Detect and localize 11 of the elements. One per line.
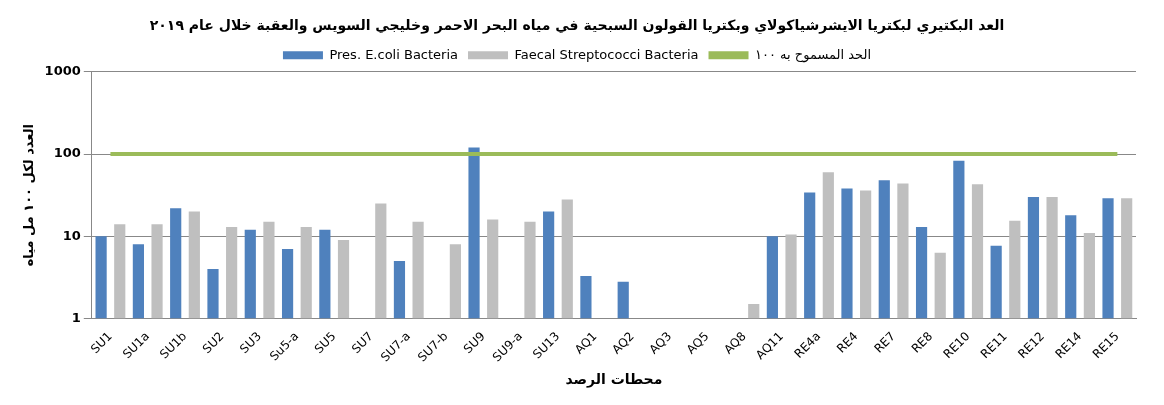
y-tick-label: 1 [71, 309, 81, 325]
x-axis-title: محطات الرصد [565, 371, 663, 389]
legend-label: الحد المسموح به ١٠٠ [755, 46, 872, 63]
y-tick-label: 1000 [44, 63, 81, 79]
x-tick-label: SU1 [87, 329, 115, 356]
chart-title: العد البكتيري لبكتريا الايشرشياكولاي وبكتريا القولون السبحية في مياه البحر الاحمر وخليجي السويس والعقبة خلال عام ٢٠١٩ [149, 17, 1005, 36]
y-tick-label: 10 [62, 227, 81, 243]
legend-label: Faecal Streptococci Bacteria [514, 46, 699, 62]
y-axis-title: العدد لكل ١٠٠ مل مياه [21, 123, 37, 267]
legend-label: Pres. E.coli Bacteria [329, 46, 459, 62]
y-tick-label: 100 [53, 145, 81, 161]
